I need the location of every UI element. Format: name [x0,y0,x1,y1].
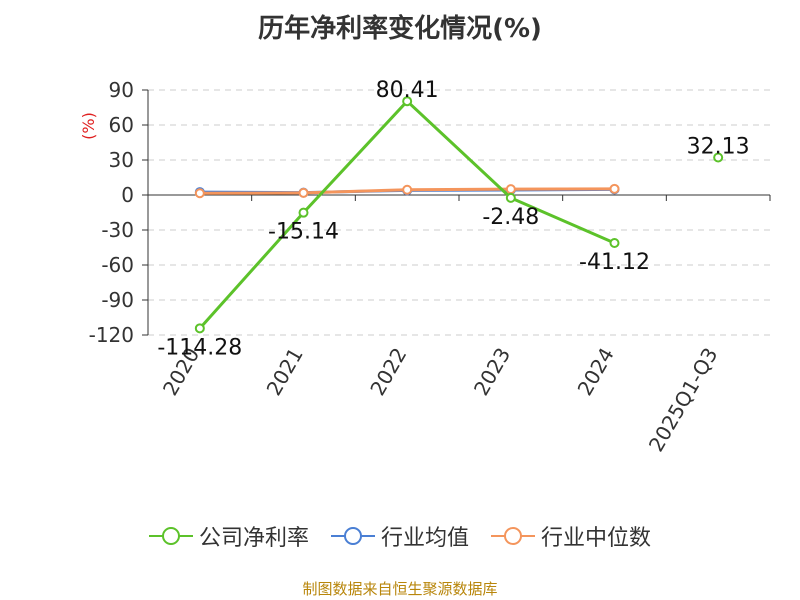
y-tick-label: 90 [109,78,134,102]
x-tick-label: 2025Q1-Q3 [644,344,723,456]
legend-item-company-net-margin[interactable]: 公司净利率 [148,520,309,552]
data-label: -2.48 [482,205,539,230]
y-tick-label: -30 [101,218,134,242]
data-point[interactable] [505,184,516,195]
data-point[interactable] [713,152,724,163]
y-tick-label: -120 [89,323,134,347]
data-point[interactable] [194,323,205,334]
y-tick-label: -90 [101,288,134,312]
series-line-segment [405,99,513,200]
data-point[interactable] [298,207,309,218]
x-tick-label: 2023 [469,344,515,400]
legend-item-industry-median[interactable]: 行业中位数 [491,520,651,552]
data-label: -15.14 [268,220,339,245]
y-axis-label: (%) [79,112,98,140]
data-label: 32.13 [687,135,750,160]
y-tick-label: -60 [101,253,134,277]
data-source-note: 制图数据来自恒生聚源数据库 [302,580,498,598]
data-point[interactable] [298,187,309,198]
legend: 公司净利率 行业均值 行业中位数 [0,520,800,552]
data-point[interactable] [402,96,413,107]
series-line-segment [509,196,616,245]
data-point[interactable] [609,237,620,248]
data-point[interactable] [609,183,620,194]
data-point[interactable] [505,192,516,203]
legend-marker-orange-icon [491,527,535,545]
x-tick-label: 2021 [262,344,308,400]
legend-label: 公司净利率 [198,526,309,551]
data-label: -114.28 [157,335,242,360]
data-label: -41.12 [579,250,650,275]
x-tick-label: 2024 [573,344,619,400]
legend-item-industry-average[interactable]: 行业均值 [330,520,469,552]
series-line-segment [302,188,409,195]
series-line-segment [405,187,513,192]
legend-label: 行业中位数 [541,526,652,551]
data-point[interactable] [194,188,205,199]
y-tick-label: 30 [109,148,134,172]
y-tick-label: 60 [109,113,134,137]
data-point[interactable] [402,184,413,195]
x-tick-label: 2022 [365,344,411,400]
data-label: 80.41 [376,78,439,103]
y-tick-label: 0 [121,183,134,207]
series-line-segment [198,211,305,330]
legend-marker-blue-icon [330,527,375,545]
series-line-segment [302,99,409,215]
legend-label: 行业均值 [380,526,469,551]
legend-marker-green-icon [148,527,193,545]
chart-title: 历年净利率变化情况(%) [258,14,542,44]
